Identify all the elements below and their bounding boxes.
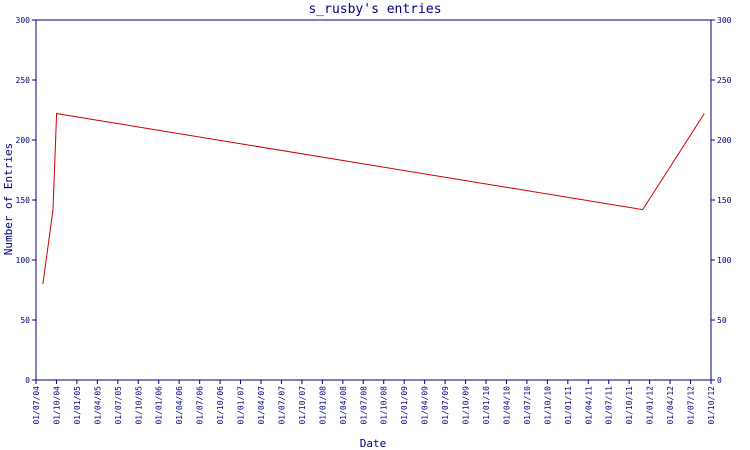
y-tick-label-right: 300: [717, 16, 732, 25]
x-tick-label: 01/10/11: [625, 386, 634, 425]
x-tick-label: 01/01/11: [564, 386, 573, 425]
x-tick-label: 01/10/12: [707, 386, 716, 425]
x-tick-label: 01/04/12: [666, 386, 675, 425]
y-tick-label-right: 150: [717, 196, 732, 205]
x-tick-label: 01/04/10: [502, 386, 511, 425]
x-tick-label: 01/10/08: [380, 386, 389, 425]
y-tick-label-left: 50: [20, 316, 30, 325]
y-tick-label-right: 50: [717, 316, 727, 325]
x-tick-label: 01/04/09: [421, 386, 430, 425]
x-tick-label: 01/01/05: [73, 386, 82, 425]
x-tick-label: 01/04/05: [93, 386, 102, 425]
x-tick-label: 01/04/11: [584, 386, 593, 425]
y-tick-label-left: 250: [16, 76, 31, 85]
x-tick-label: 01/01/06: [155, 386, 164, 425]
x-tick-label: 01/04/07: [257, 386, 266, 425]
x-tick-label: 01/07/04: [32, 386, 41, 425]
x-tick-label: 01/07/10: [523, 386, 532, 425]
x-axis-label: Date: [360, 437, 387, 450]
x-tick-label: 01/01/12: [646, 386, 655, 425]
x-tick-label: 01/01/07: [237, 386, 246, 425]
y-axis-label: Number of Entries: [2, 143, 15, 256]
x-tick-label: 01/07/05: [114, 386, 123, 425]
y-tick-label-right: 100: [717, 256, 732, 265]
y-tick-label-left: 0: [25, 376, 30, 385]
x-tick-label: 01/10/05: [134, 386, 143, 425]
x-tick-label: 01/07/08: [359, 386, 368, 425]
x-tick-label: 01/10/10: [543, 386, 552, 425]
y-tick-label-left: 200: [16, 136, 31, 145]
plot-area: 0 0 50 50 100 100 150 150 200 200 250 250 300 300 01/0…: [16, 16, 732, 425]
x-tick-label: 01/10/04: [52, 386, 61, 425]
x-tick-label: 01/04/06: [175, 386, 184, 425]
x-tick-label: 01/10/07: [298, 386, 307, 425]
y-tick-label-right: 200: [717, 136, 732, 145]
x-tick-label: 01/01/10: [482, 386, 491, 425]
x-tick-label: 01/07/12: [687, 386, 696, 425]
y-tick-label-left: 300: [16, 16, 31, 25]
y-tick-label-left: 100: [16, 256, 31, 265]
plot-frame: [35, 19, 712, 381]
x-tick-label: 01/04/08: [339, 386, 348, 425]
x-tick-label: 01/07/11: [605, 386, 614, 425]
x-tick-label: 01/07/06: [196, 386, 205, 425]
chart-title: s_rusby's entries: [308, 2, 441, 17]
x-tick-label: 01/10/09: [462, 386, 471, 425]
x-tick-label: 01/01/08: [318, 386, 327, 425]
x-tick-label: 01/07/07: [277, 386, 286, 425]
y-tick-label-left: 150: [16, 196, 31, 205]
x-tick-label: 01/01/09: [400, 386, 409, 425]
y-tick-label-right: 0: [717, 376, 722, 385]
x-tick-label: 01/10/06: [216, 386, 225, 425]
y-tick-label-right: 250: [717, 76, 732, 85]
x-tick-label: 01/07/09: [441, 386, 450, 425]
entries-series-line: [42, 113, 705, 285]
